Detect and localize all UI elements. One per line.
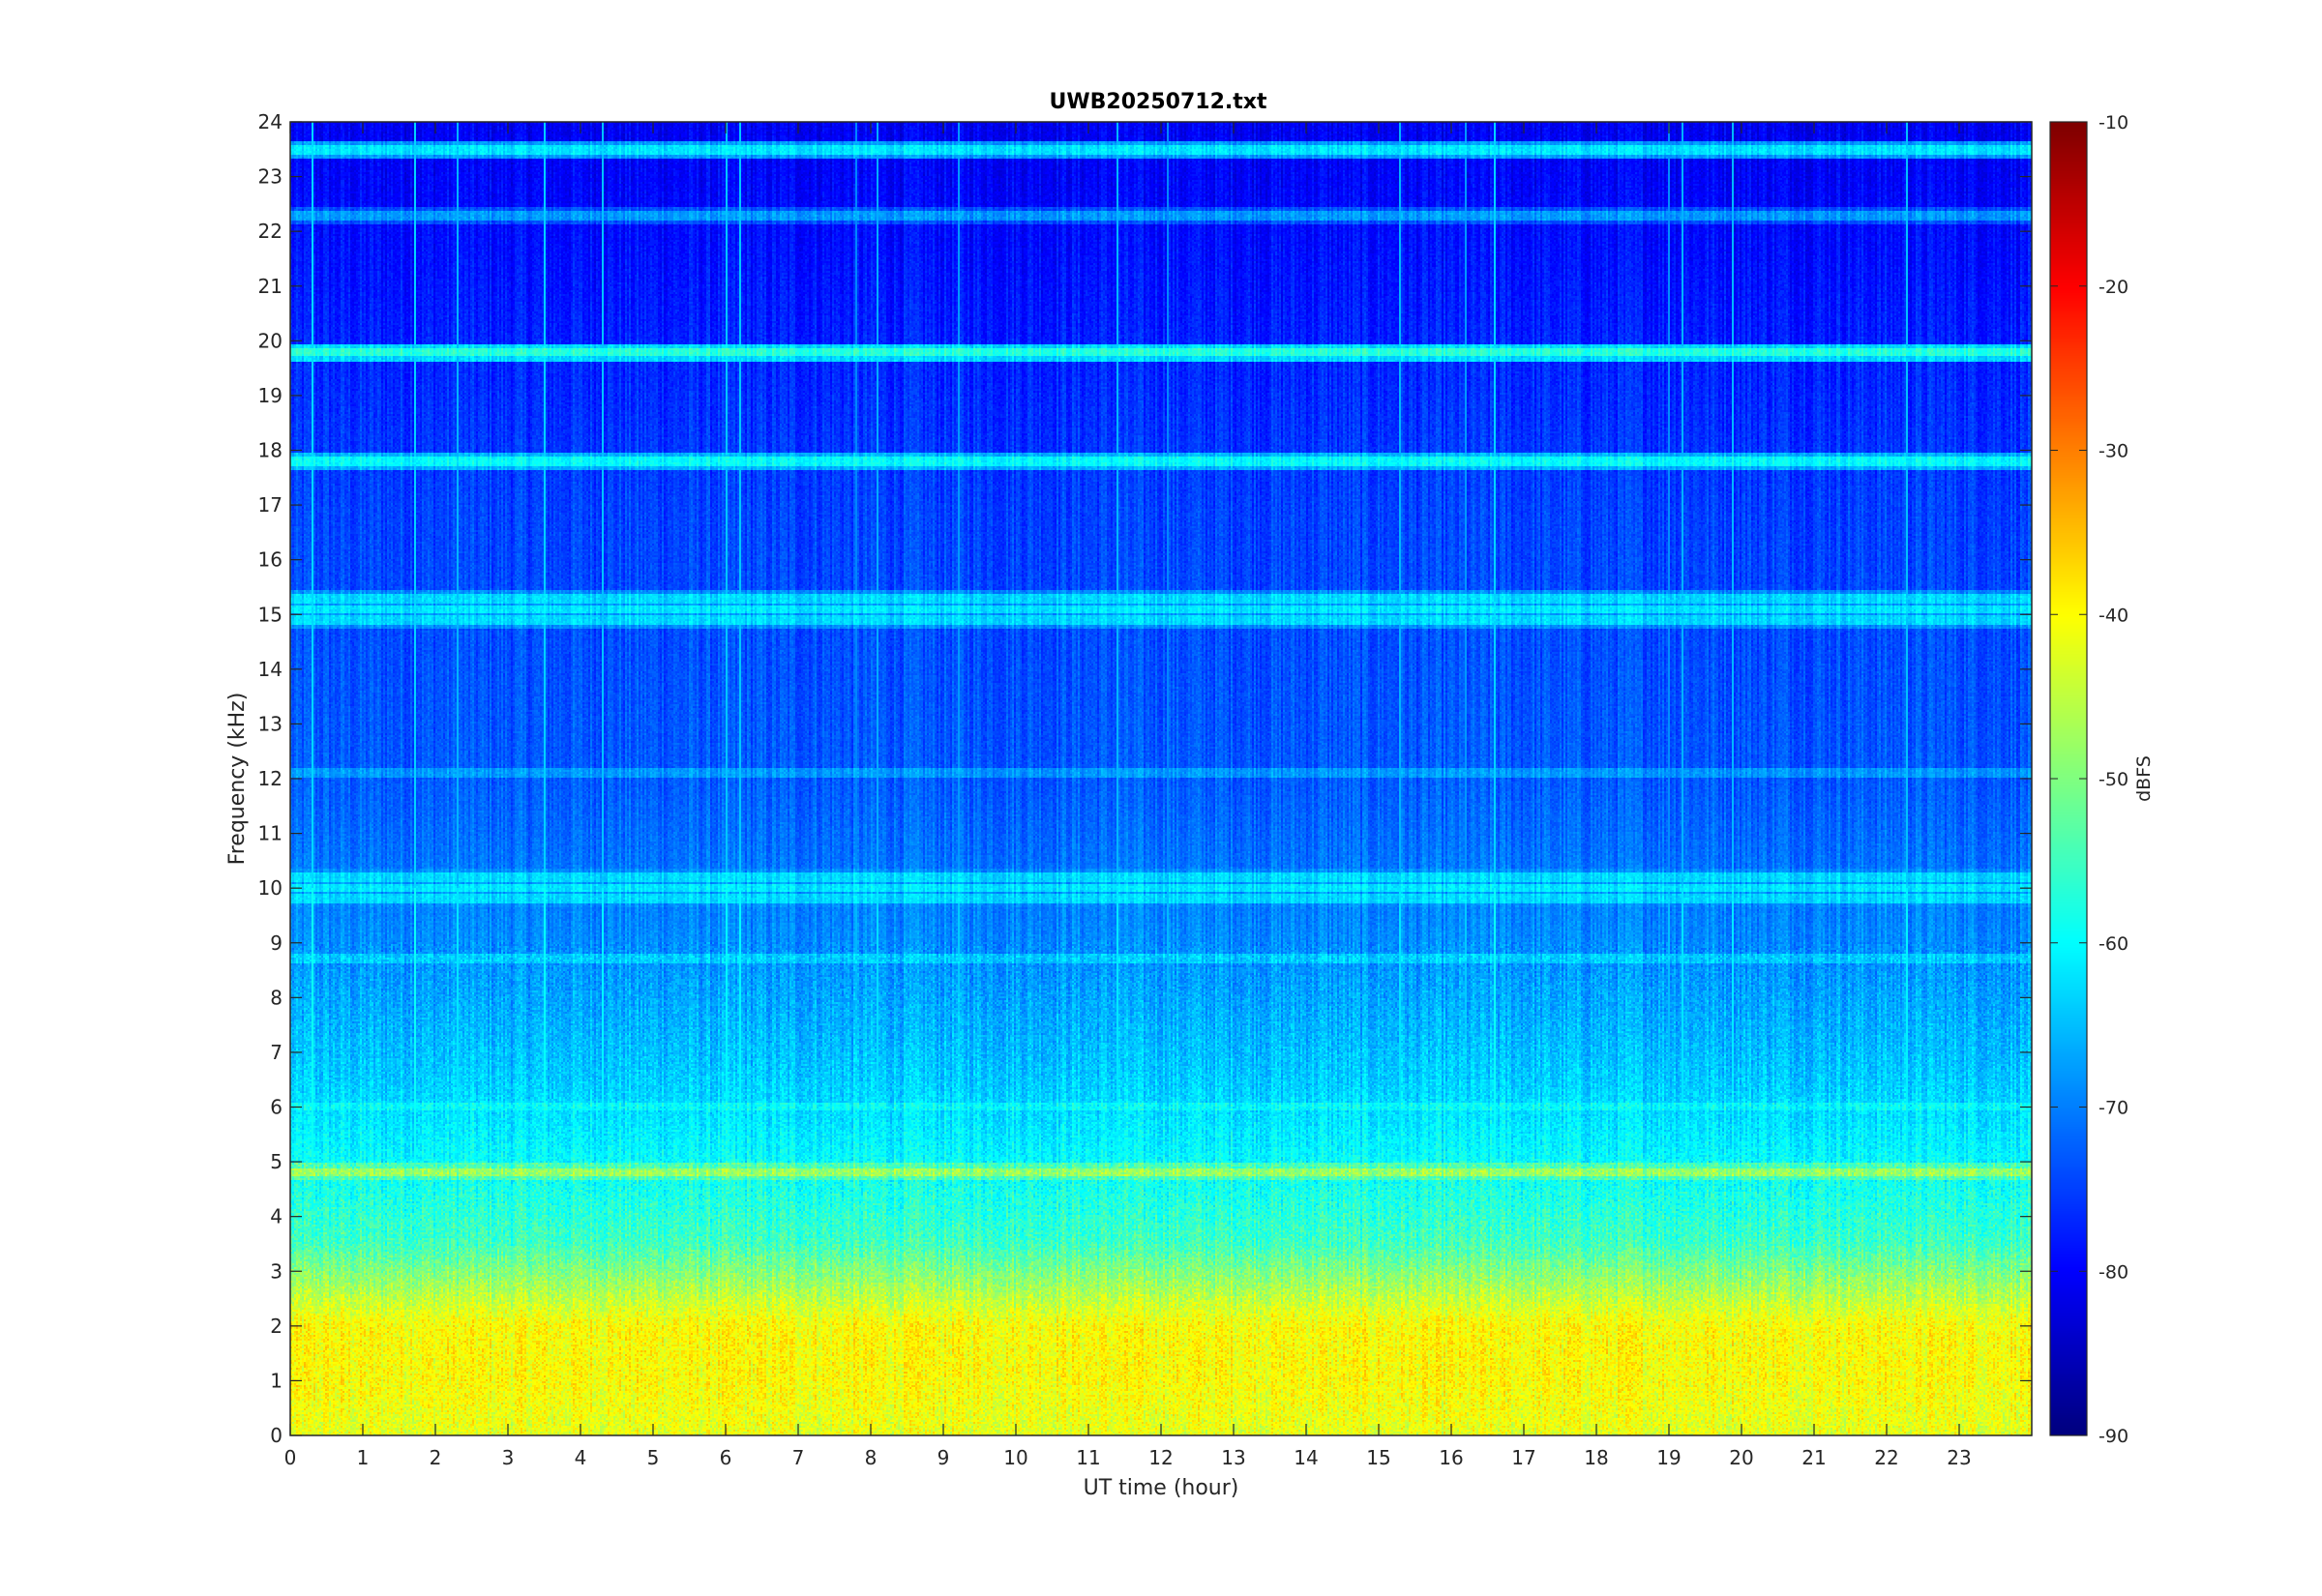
x-tick-label: 16 (1439, 1446, 1463, 1469)
y-tick-label: 19 (258, 384, 283, 407)
x-axis: 0 1 2 3 4 5 6 7 8 9 10 11 12 13 14 15 16 17 18 19 20 21 22 23 (284, 122, 1972, 1469)
y-tick-label: 9 (270, 931, 283, 955)
colorbar-tick-label: -10 (2099, 112, 2128, 133)
x-tick-label: 0 (284, 1446, 297, 1469)
colorbar-tick-label: -20 (2099, 277, 2128, 298)
y-tick-label: 10 (258, 876, 283, 900)
colorbar: -90 -80 -70 -60 -50 -40 -30 -20 -10 dBFS (2049, 112, 2155, 1447)
y-axis-label: Frequency (kHz) (225, 693, 250, 866)
x-tick-label: 5 (647, 1446, 660, 1469)
y-tick-label: 15 (258, 603, 283, 626)
y-tick-label: 12 (258, 767, 283, 790)
colorbar-tick-label: -30 (2099, 441, 2128, 462)
x-tick-label: 7 (792, 1446, 805, 1469)
x-tick-label: 22 (1874, 1446, 1898, 1469)
colorbar-tick-label: -60 (2099, 933, 2128, 955)
x-tick-label: 3 (502, 1446, 515, 1469)
y-tick-label: 7 (270, 1041, 283, 1064)
x-tick-label: 6 (720, 1446, 732, 1469)
x-tick-label: 4 (575, 1446, 587, 1469)
y-tick-label: 5 (270, 1150, 283, 1173)
colorbar-tick-label: -50 (2099, 769, 2128, 790)
x-axis-label: UT time (hour) (1084, 1476, 1239, 1500)
x-tick-label: 8 (865, 1446, 878, 1469)
y-tick-label: 16 (258, 548, 283, 572)
y-tick-label: 11 (258, 822, 283, 845)
x-tick-label: 20 (1729, 1446, 1753, 1469)
x-tick-label: 12 (1148, 1446, 1173, 1469)
x-tick-label: 18 (1584, 1446, 1608, 1469)
y-tick-label: 23 (258, 165, 283, 189)
colorbar-tick-label: -80 (2099, 1261, 2128, 1283)
colorbar-tick-label: -40 (2099, 605, 2128, 626)
x-tick-label: 11 (1076, 1446, 1100, 1469)
y-tick-label: 2 (270, 1315, 283, 1338)
y-tick-label: 20 (258, 329, 283, 352)
y-tick-label: 21 (258, 275, 283, 298)
y-tick-label: 8 (270, 986, 283, 1009)
x-tick-label: 21 (1801, 1446, 1826, 1469)
x-tick-label: 14 (1294, 1446, 1318, 1469)
y-tick-label: 14 (258, 658, 283, 681)
x-tick-label: 19 (1656, 1446, 1681, 1469)
y-tick-label: 6 (270, 1096, 283, 1119)
y-tick-label: 0 (270, 1424, 283, 1447)
x-tick-label: 10 (1003, 1446, 1027, 1469)
y-tick-label: 4 (270, 1205, 283, 1228)
x-tick-label: 1 (357, 1446, 370, 1469)
x-tick-label: 9 (938, 1446, 950, 1469)
colorbar-label: dBFS (2133, 755, 2155, 802)
y-tick-label: 24 (258, 110, 283, 133)
colorbar-tick-label: -70 (2099, 1098, 2128, 1119)
x-tick-label: 17 (1511, 1446, 1535, 1469)
y-tick-label: 13 (258, 712, 283, 735)
x-tick-label: 23 (1947, 1446, 1971, 1469)
colorbar-tick-label: -90 (2099, 1426, 2128, 1447)
y-tick-label: 17 (258, 493, 283, 517)
chart-title: UWB20250712.txt (1050, 90, 1267, 114)
plot-area (289, 121, 2033, 1436)
y-tick-label: 3 (270, 1259, 283, 1283)
x-tick-label: 15 (1366, 1446, 1390, 1469)
y-tick-label: 1 (270, 1369, 283, 1392)
spectrogram-image (290, 122, 2032, 1435)
colorbar-ticks: -90 -80 -70 -60 -50 -40 -30 -20 -10 (2050, 112, 2128, 1447)
y-tick-label: 18 (258, 439, 283, 462)
x-tick-label: 13 (1221, 1446, 1245, 1469)
spectrogram-canvas-holder (290, 122, 2032, 1435)
y-tick-label: 22 (258, 220, 283, 243)
x-tick-label: 2 (430, 1446, 442, 1469)
